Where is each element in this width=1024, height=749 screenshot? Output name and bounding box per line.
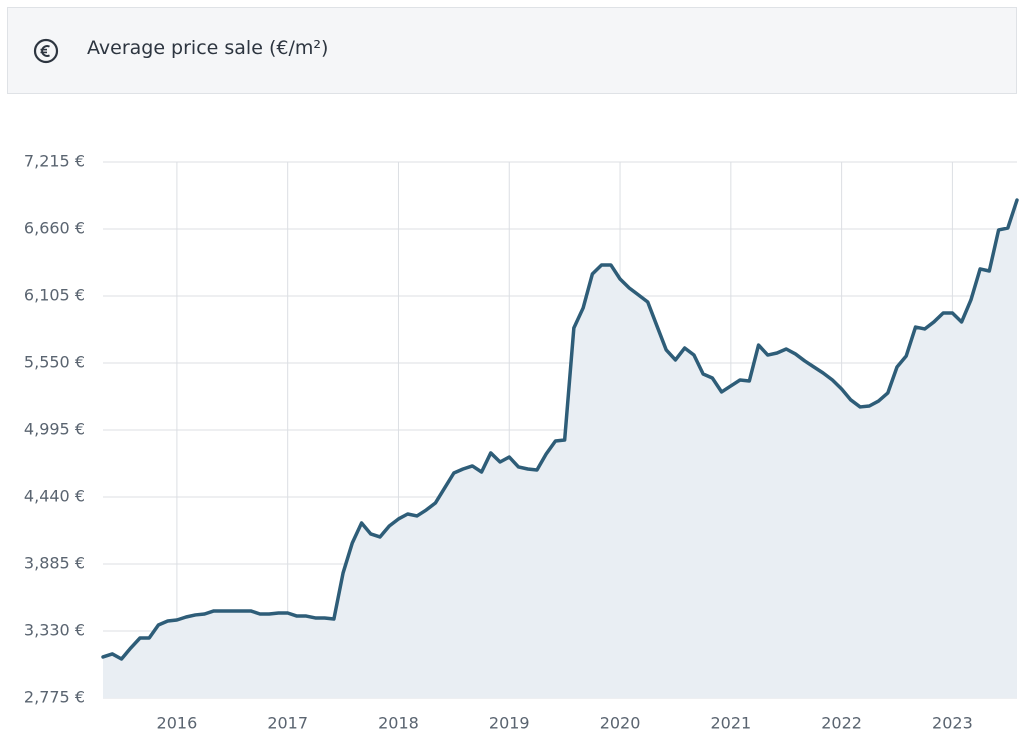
y-tick-label: 5,550 € <box>24 353 85 372</box>
x-tick-label: 2019 <box>489 714 530 733</box>
y-tick-label: 3,885 € <box>24 554 85 573</box>
header-panel: Average price sale (€/m²) <box>7 7 1017 94</box>
x-tick-label: 2022 <box>821 714 862 733</box>
y-tick-label: 4,440 € <box>24 487 85 506</box>
x-tick-label: 2023 <box>932 714 973 733</box>
x-tick-label: 2021 <box>710 714 751 733</box>
y-tick-label: 7,215 € <box>24 152 85 171</box>
x-tick-label: 2018 <box>378 714 419 733</box>
y-tick-label: 6,105 € <box>24 286 85 305</box>
x-tick-label: 2020 <box>600 714 641 733</box>
area <box>103 200 1017 698</box>
x-tick-label: 2016 <box>157 714 198 733</box>
y-tick-label: 3,330 € <box>24 621 85 640</box>
y-tick-label: 2,775 € <box>24 688 85 707</box>
line <box>101 198 1019 661</box>
euro-icon <box>33 38 59 64</box>
header-title: Average price sale (€/m²) <box>87 37 329 59</box>
y-tick-label: 6,660 € <box>24 219 85 238</box>
x-tick-label: 2017 <box>267 714 308 733</box>
y-tick-label: 4,995 € <box>24 420 85 439</box>
